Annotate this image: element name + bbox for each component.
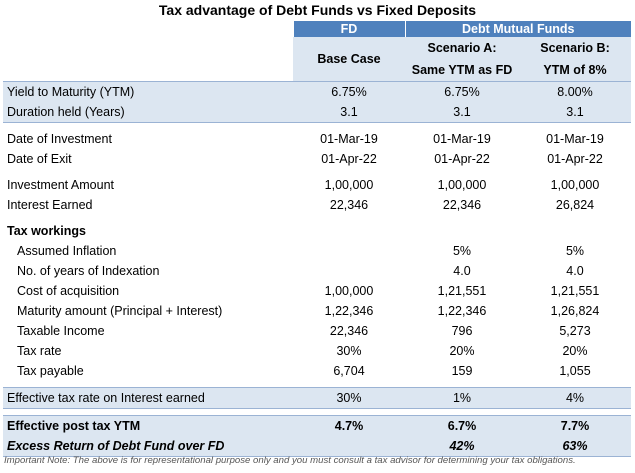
scenario-a-value: 1%	[405, 387, 519, 409]
fd-value	[293, 261, 405, 281]
header-fd: FD	[292, 21, 405, 37]
scenario-a-value: 1,21,551	[437, 284, 487, 298]
row-label: Assumed Inflation	[17, 244, 117, 258]
spacer-row	[3, 409, 631, 416]
table-row: Maturity amount (Principal + Interest) 1…	[3, 301, 631, 321]
scenario-a-value: 796	[451, 324, 473, 338]
subheader-scenario-b-desc: YTM of 8%	[519, 59, 631, 82]
row-label: Yield to Maturity (YTM)	[3, 81, 293, 102]
scenario-b-value: 1,00,000	[550, 178, 600, 192]
comparison-table: FD Debt Mutual Funds Base Case Scenario …	[3, 21, 631, 457]
scenario-a-value: 6.7%	[405, 415, 519, 436]
scenario-a-value: 42%	[405, 436, 519, 457]
table-row: Duration held (Years) 3.1 3.1 3.1	[3, 102, 631, 123]
scenario-b-value: 01-Mar-19	[546, 132, 604, 146]
table-row: Yield to Maturity (YTM) 6.75% 6.75% 8.00…	[3, 81, 631, 102]
table-row: No. of years of Indexation 4.0 4.0	[3, 261, 631, 281]
header-row: FD Debt Mutual Funds	[3, 21, 631, 37]
fd-value: 1,22,346	[324, 304, 374, 318]
fd-value: 4.7%	[293, 415, 405, 436]
subheader-scenario-a-title: Scenario A:	[405, 37, 519, 59]
scenario-a-value: 22,346	[442, 198, 482, 212]
scenario-b-value: 20%	[562, 344, 588, 358]
section-heading: Tax workings	[7, 224, 86, 238]
row-label: Excess Return of Debt Fund over FD	[3, 436, 293, 457]
table-row: Cost of acquisition 1,00,000 1,21,551 1,…	[3, 281, 631, 301]
row-label: Effective tax rate on Interest earned	[3, 387, 293, 409]
row-label: Maturity amount (Principal + Interest)	[17, 304, 223, 318]
row-label: Date of Investment	[7, 132, 112, 146]
fd-value	[293, 241, 405, 261]
header-debt-funds: Debt Mutual Funds	[404, 21, 631, 37]
scenario-b-value: 63%	[519, 436, 631, 457]
table-row: Excess Return of Debt Fund over FD 42% 6…	[3, 436, 631, 457]
fd-value	[293, 436, 405, 457]
scenario-a-value: 1,00,000	[437, 178, 487, 192]
scenario-b-value: 4.0	[566, 264, 584, 278]
table-row: Tax rate 30% 20% 20%	[3, 341, 631, 361]
scenario-a-value: 3.1	[405, 102, 519, 123]
scenario-a-value: 159	[451, 364, 473, 378]
table-row: Taxable Income 22,346 796 5,273	[3, 321, 631, 341]
scenario-b-value: 01-Apr-22	[547, 152, 603, 166]
fd-value: 01-Apr-22	[321, 152, 377, 166]
scenario-b-value: 8.00%	[519, 81, 631, 102]
subheader-scenario-a-desc: Same YTM as FD	[405, 59, 519, 82]
section-heading-row: Tax workings	[3, 221, 631, 241]
row-label: No. of years of Indexation	[17, 264, 160, 278]
table-row: Assumed Inflation 5% 5%	[3, 241, 631, 261]
fd-value: 6.75%	[293, 81, 405, 102]
row-label: Taxable Income	[17, 324, 105, 338]
header-blank	[3, 21, 293, 37]
row-label: Interest Earned	[7, 198, 93, 212]
scenario-a-value: 01-Mar-19	[433, 132, 491, 146]
subheader-blank	[3, 37, 293, 59]
row-label: Date of Exit	[7, 152, 72, 166]
fd-value: 1,00,000	[324, 284, 374, 298]
row-label: Cost of acquisition	[17, 284, 120, 298]
table-row: Date of Exit 01-Apr-22 01-Apr-22 01-Apr-…	[3, 149, 631, 169]
scenario-b-value: 4%	[519, 387, 631, 409]
row-label: Tax payable	[17, 364, 84, 378]
scenario-b-value: 1,055	[559, 364, 591, 378]
table-row: Tax payable 6,704 159 1,055	[3, 361, 631, 381]
table-row: Date of Investment 01-Mar-19 01-Mar-19 0…	[3, 129, 631, 149]
page-title: Tax advantage of Debt Funds vs Fixed Dep…	[158, 2, 477, 18]
scenario-b-value: 3.1	[519, 102, 631, 123]
disclaimer-note: Important Note: The above is for represe…	[4, 455, 576, 466]
row-label: Effective post tax YTM	[3, 415, 293, 436]
fd-value: 01-Mar-19	[320, 132, 378, 146]
row-label: Tax rate	[17, 344, 62, 358]
table-row: Interest Earned 22,346 22,346 26,824	[3, 195, 631, 215]
scenario-b-value: 1,21,551	[550, 284, 600, 298]
table-row: Investment Amount 1,00,000 1,00,000 1,00…	[3, 175, 631, 195]
fd-value: 1,00,000	[324, 178, 374, 192]
fd-value: 6,704	[333, 364, 365, 378]
fd-value: 22,346	[329, 198, 369, 212]
row-label: Duration held (Years)	[3, 102, 293, 123]
fd-value: 22,346	[329, 324, 369, 338]
scenario-a-value: 4.0	[453, 264, 471, 278]
subheader-base-case: Base Case	[293, 37, 405, 82]
scenario-a-value: 01-Apr-22	[434, 152, 490, 166]
fd-value: 3.1	[293, 102, 405, 123]
scenario-a-value: 6.75%	[405, 81, 519, 102]
table-row: Effective tax rate on Interest earned 30…	[3, 387, 631, 409]
fd-value: 30%	[336, 344, 362, 358]
fd-value: 30%	[293, 387, 405, 409]
subheader-scenario-b-title: Scenario B:	[519, 37, 631, 59]
scenario-a-value: 20%	[449, 344, 475, 358]
scenario-a-value: 5%	[452, 244, 472, 258]
scenario-b-value: 5%	[565, 244, 585, 258]
subheader-row-2: Same YTM as FD YTM of 8%	[3, 59, 631, 82]
scenario-b-value: 1,26,824	[550, 304, 600, 318]
subheader-row: Base Case Scenario A: Scenario B:	[3, 37, 631, 82]
scenario-b-value: 26,824	[555, 198, 595, 212]
row-label: Investment Amount	[7, 178, 115, 192]
scenario-b-value: 7.7%	[519, 415, 631, 436]
scenario-b-value: 5,273	[559, 324, 591, 338]
table-row: Effective post tax YTM 4.7% 6.7% 7.7%	[3, 415, 631, 436]
subheader-blank-2	[3, 59, 293, 82]
scenario-a-value: 1,22,346	[437, 304, 487, 318]
